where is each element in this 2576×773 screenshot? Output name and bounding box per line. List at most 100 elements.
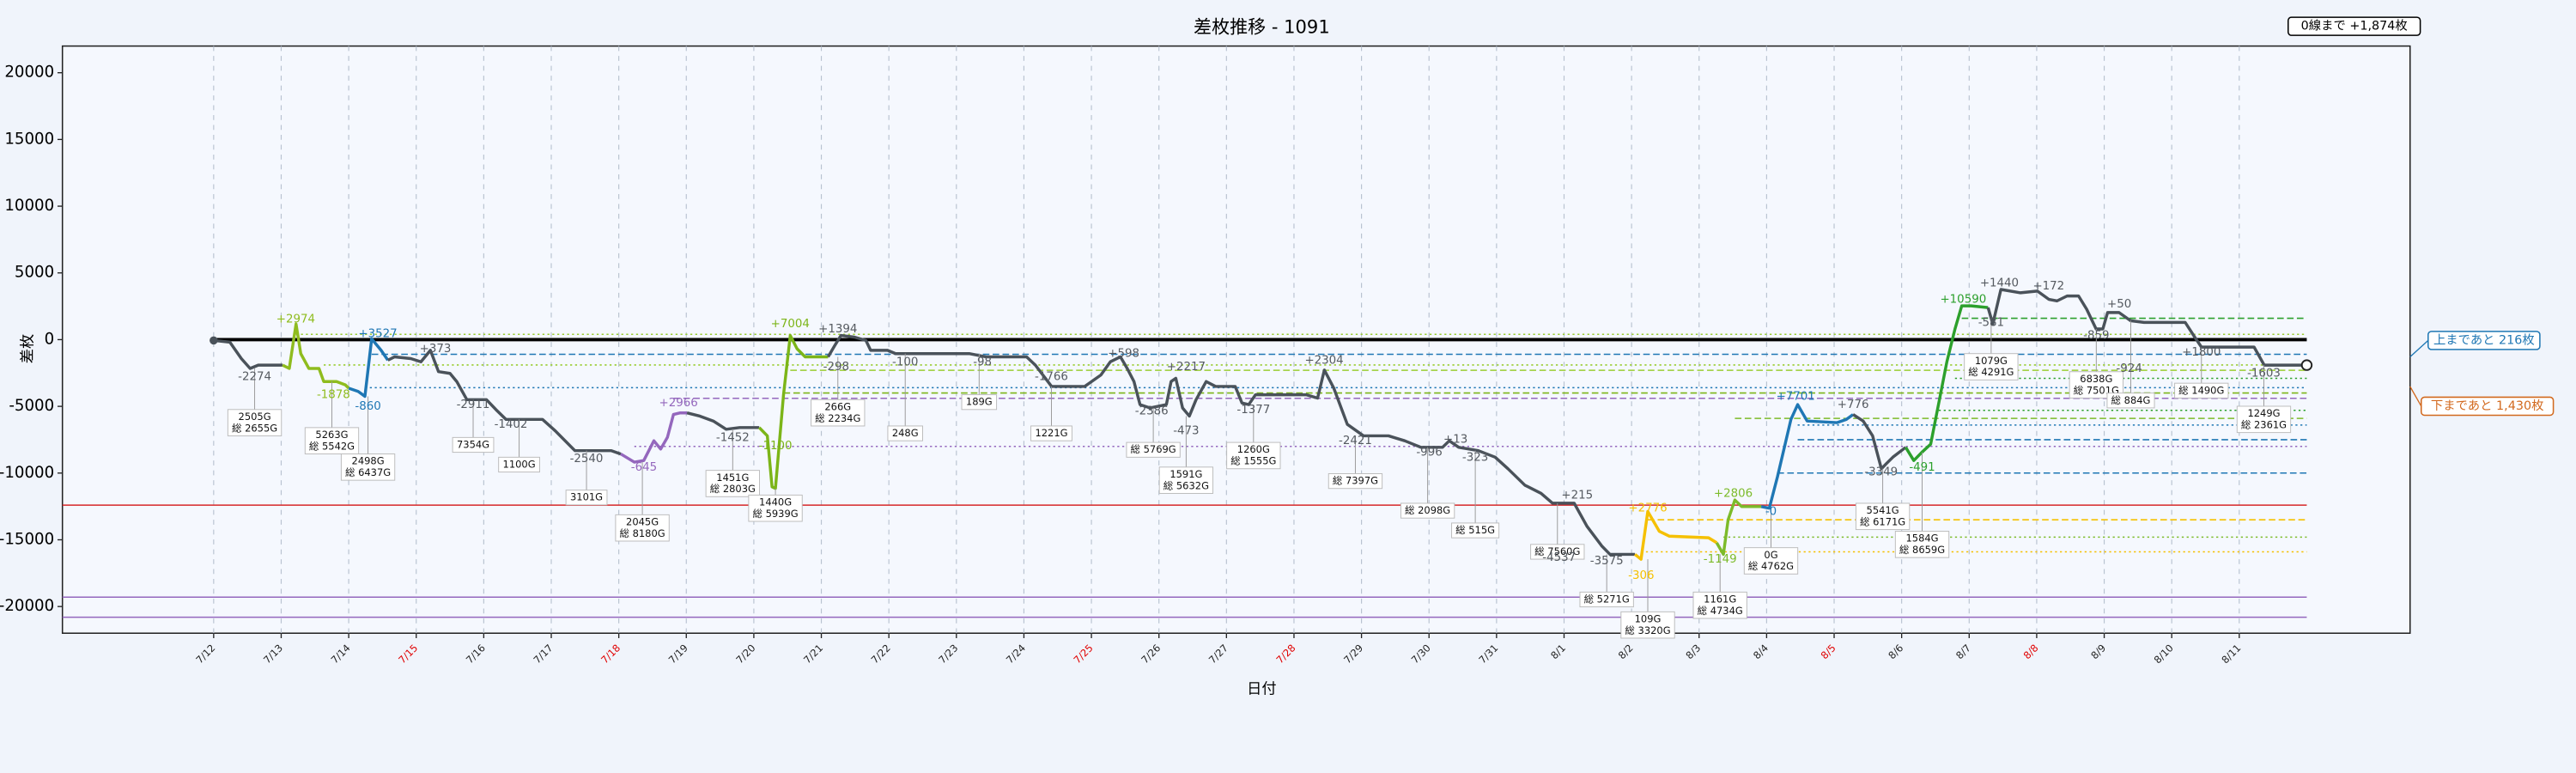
day-label: -4537 [1542, 551, 1576, 564]
game-box [615, 514, 670, 542]
game-box-text: 総 2361G [2241, 418, 2287, 430]
x-tick-label: 8/8 [2021, 642, 2041, 661]
game-box-text: 189G [966, 396, 993, 408]
x-tick-label: 7/15 [396, 642, 420, 666]
game-box-text: 総 884G [2111, 394, 2151, 406]
day-label: -1452 [716, 431, 750, 444]
game-box-text: 総 2098G [1405, 504, 1450, 516]
game-box-text: 総 2655G [232, 422, 277, 434]
day-label: -581 [1978, 316, 2004, 329]
game-box-text: 1221G [1035, 427, 1067, 439]
game-box [1855, 502, 1911, 531]
day-label: -1766 [1035, 371, 1068, 384]
y-tick-label: 0 [45, 330, 55, 348]
game-box-text: 総 5271G [1584, 593, 1630, 605]
series-line [213, 338, 283, 370]
day-label: +50 [2107, 298, 2131, 311]
day-label: -859 [2083, 330, 2109, 343]
game-box-text: 総 5542G [309, 440, 355, 452]
game-box-text: 総 1555G [1230, 455, 1276, 467]
day-label: -100 [892, 356, 918, 368]
x-tick-label: 8/11 [2219, 642, 2243, 666]
series-line [1715, 498, 1762, 557]
game-box-text: 総 7397G [1333, 475, 1378, 487]
series-line [686, 411, 760, 431]
day-label: -1402 [495, 418, 528, 431]
day-label: -1100 [759, 440, 793, 453]
game-box-text: 6838G [2080, 373, 2112, 385]
x-tick-label: 7/23 [936, 642, 960, 666]
game-box [304, 427, 360, 454]
day-label: +13 [1443, 433, 1467, 446]
series-line [1633, 509, 1718, 561]
game-box [2106, 393, 2155, 409]
x-tick-label: 7/19 [666, 642, 690, 666]
x-tick-label: 7/30 [1409, 642, 1433, 666]
day-label: -2540 [570, 453, 604, 466]
game-box-text: 総 5769G [1131, 443, 1176, 455]
game-box [1158, 466, 1214, 494]
game-box [1126, 441, 1181, 458]
x-tick-label: 7/17 [531, 642, 555, 666]
note-connector [2409, 339, 2429, 358]
day-label: +2304 [1304, 354, 1343, 367]
x-tick-label: 7/20 [733, 642, 757, 666]
game-box-text: 総 3320G [1625, 624, 1670, 636]
day-label: -491 [1909, 461, 1935, 474]
game-box-text: 5263G [315, 429, 348, 441]
x-tick-label: 7/12 [193, 642, 217, 666]
series-line [826, 333, 1636, 557]
game-box-text: 総 6437G [345, 466, 391, 478]
x-tick-label: 7/21 [801, 642, 825, 666]
day-label: -306 [1628, 569, 1654, 582]
day-label: -473 [1173, 425, 1199, 438]
game-box-text: 2505G [239, 411, 271, 423]
game-box-text: 1260G [1237, 443, 1270, 455]
x-tick-label: 8/6 [1886, 642, 1905, 661]
day-label: -860 [355, 400, 380, 413]
game-box [748, 494, 803, 522]
note-box [2427, 331, 2541, 350]
day-label: +1440 [1980, 277, 2019, 289]
game-box-text: 7354G [457, 438, 489, 450]
game-box-text: 総 8659G [1899, 544, 1945, 556]
x-tick-label: 7/28 [1273, 642, 1297, 666]
day-label: -1603 [2247, 368, 2281, 380]
series-line [348, 337, 390, 399]
note-box [2287, 16, 2421, 36]
note-text: 下まであと 1,430枚 [2431, 399, 2543, 413]
x-tick-label: 8/5 [1819, 642, 1838, 661]
game-box-text: 109G [1635, 612, 1662, 624]
series-line [386, 349, 622, 456]
game-box-text: 総 5939G [752, 508, 798, 520]
game-box [565, 490, 608, 506]
game-box-text: 総 4734G [1698, 605, 1743, 617]
game-box-text: 2498G [352, 455, 385, 467]
day-label: +2776 [1628, 502, 1667, 515]
day-label: -298 [823, 361, 849, 374]
x-tick-label: 8/4 [1751, 642, 1771, 661]
day-label: -0 [1765, 506, 1777, 519]
game-box-text: 1249G [2247, 407, 2280, 419]
day-label: +1394 [818, 323, 857, 336]
day-label: +2974 [276, 313, 315, 326]
x-tick-label: 8/3 [1683, 642, 1703, 661]
game-box [1030, 425, 1072, 441]
x-tick-label: 7/16 [464, 642, 488, 666]
game-box [498, 456, 540, 473]
game-box [1743, 547, 1799, 575]
day-label: +7004 [771, 318, 810, 331]
day-label: +2217 [1167, 361, 1206, 374]
note-connector [2409, 386, 2422, 407]
game-box-text: 総 2803G [710, 483, 756, 495]
day-label: +1800 [2182, 346, 2221, 359]
note-text: 上まであと 216枚 [2433, 332, 2535, 347]
x-tick-label: 8/1 [1548, 642, 1568, 661]
start-point [210, 336, 218, 345]
game-box-text: 3101G [570, 491, 603, 503]
day-label: +598 [1108, 348, 1139, 361]
y-tick-label: -15000 [0, 530, 54, 548]
game-box-text: 総 5632G [1163, 479, 1209, 491]
series-line [1852, 413, 1907, 471]
